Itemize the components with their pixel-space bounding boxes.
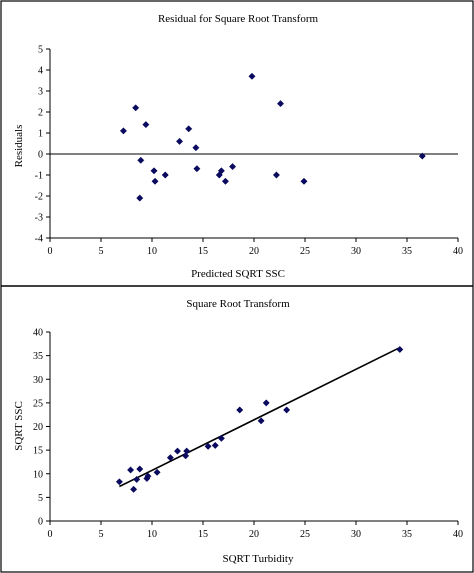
data-point [185, 125, 193, 133]
data-point [418, 152, 426, 160]
data-point [166, 454, 174, 462]
x-tick-label: 10 [147, 246, 157, 257]
y-tick-label: 30 [33, 375, 43, 386]
data-point [396, 345, 404, 354]
data-point [136, 194, 144, 202]
data-point [192, 144, 200, 152]
data-point [150, 167, 158, 175]
data-point [132, 104, 140, 112]
x-tick-label: 35 [402, 246, 412, 257]
y-tick-label: 10 [33, 469, 43, 480]
data-point [119, 127, 127, 135]
x-tick-label: 40 [453, 529, 463, 540]
data-point [248, 72, 256, 80]
y-axis-label: Residuals [13, 125, 25, 168]
x-tick-label: 0 [48, 529, 53, 540]
x-tick-label: 15 [198, 246, 208, 257]
y-tick-label: 20 [33, 422, 43, 433]
data-point [193, 165, 201, 173]
data-point [257, 417, 265, 425]
data-point [217, 167, 225, 175]
y-tick-label: -1 [35, 171, 43, 182]
x-tick-label: 25 [300, 246, 310, 257]
data-point [217, 434, 225, 442]
x-tick-label: 10 [147, 529, 157, 540]
data-point [272, 171, 280, 179]
y-tick-label: 5 [38, 45, 43, 56]
data-point [183, 447, 191, 455]
residual-chart: Residual for Square Root Transform Predi… [13, 13, 463, 280]
y-axis-label: SQRT SSC [13, 401, 25, 451]
data-point [127, 466, 135, 474]
y-tick-label: 40 [33, 328, 43, 339]
y-tick-label: -2 [35, 192, 43, 203]
y-tick-label: 25 [33, 398, 43, 409]
chart-title: Square Root Transform [186, 298, 290, 310]
data-points [119, 72, 426, 202]
data-point [130, 485, 138, 493]
y-tick-label: 5 [38, 493, 43, 504]
data-point [182, 452, 190, 460]
x-tick-label: 20 [249, 246, 259, 257]
data-point [221, 177, 229, 185]
data-point [144, 472, 152, 480]
y-tick-label: 1 [38, 129, 43, 140]
data-point [133, 475, 141, 483]
x-tick-label: 35 [402, 529, 412, 540]
data-point [300, 177, 308, 185]
y-tick-label: 0 [38, 150, 43, 161]
data-point [115, 478, 123, 486]
y-tick-label: -3 [35, 213, 43, 224]
x-tick-label: 20 [249, 529, 259, 540]
axes: 40 35 30 25 20 15 10 5 00 5 10 15 20 25 30 35 40 [33, 328, 463, 541]
data-point [283, 406, 291, 414]
y-tick-label: 4 [38, 66, 43, 77]
x-tick-label: 30 [351, 246, 361, 257]
data-points [115, 345, 404, 493]
data-point [173, 447, 182, 455]
trendline [119, 347, 400, 488]
x-tick-label: 30 [351, 529, 361, 540]
x-tick-label: 40 [453, 246, 463, 257]
x-tick-label: 5 [99, 246, 104, 257]
x-axis-label: Predicted SQRT SSC [191, 268, 285, 280]
y-tick-label: -4 [35, 234, 43, 245]
x-tick-label: 0 [48, 246, 53, 257]
data-point [137, 156, 145, 164]
data-point [204, 442, 212, 450]
data-point [136, 465, 144, 473]
x-axis-label: SQRT Turbidity [223, 553, 294, 565]
data-point [142, 121, 150, 129]
y-tick-label: 15 [33, 446, 43, 457]
chart-title: Residual for Square Root Transform [158, 13, 319, 25]
y-tick-label: 35 [33, 351, 43, 362]
x-tick-label: 5 [99, 529, 104, 540]
x-tick-label: 15 [198, 529, 208, 540]
x-tick-label: 25 [300, 529, 310, 540]
data-point [276, 100, 285, 108]
transform-chart: Square Root Transform SQRT Turbidity SQR… [13, 298, 463, 565]
data-point [262, 399, 270, 407]
y-tick-label: 0 [38, 517, 43, 528]
data-point [229, 163, 237, 171]
y-tick-label: 2 [38, 108, 43, 119]
data-point [211, 441, 219, 449]
data-point [175, 137, 184, 145]
y-tick-label: 3 [38, 87, 43, 98]
data-point [153, 468, 161, 476]
data-point [161, 171, 169, 179]
data-point [236, 406, 244, 414]
data-point [151, 177, 159, 185]
